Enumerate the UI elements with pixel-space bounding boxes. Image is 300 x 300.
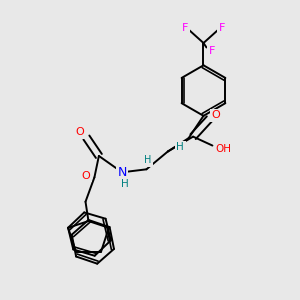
- Text: O: O: [82, 171, 91, 181]
- Text: F: F: [208, 46, 215, 56]
- Text: F: F: [182, 22, 188, 32]
- Text: O: O: [211, 110, 220, 120]
- Text: F: F: [219, 22, 225, 32]
- Text: OH: OH: [216, 143, 232, 154]
- Text: H: H: [121, 178, 129, 189]
- Text: H: H: [176, 142, 184, 152]
- Text: N: N: [117, 166, 127, 179]
- Text: H: H: [144, 155, 152, 165]
- Text: O: O: [76, 127, 84, 137]
